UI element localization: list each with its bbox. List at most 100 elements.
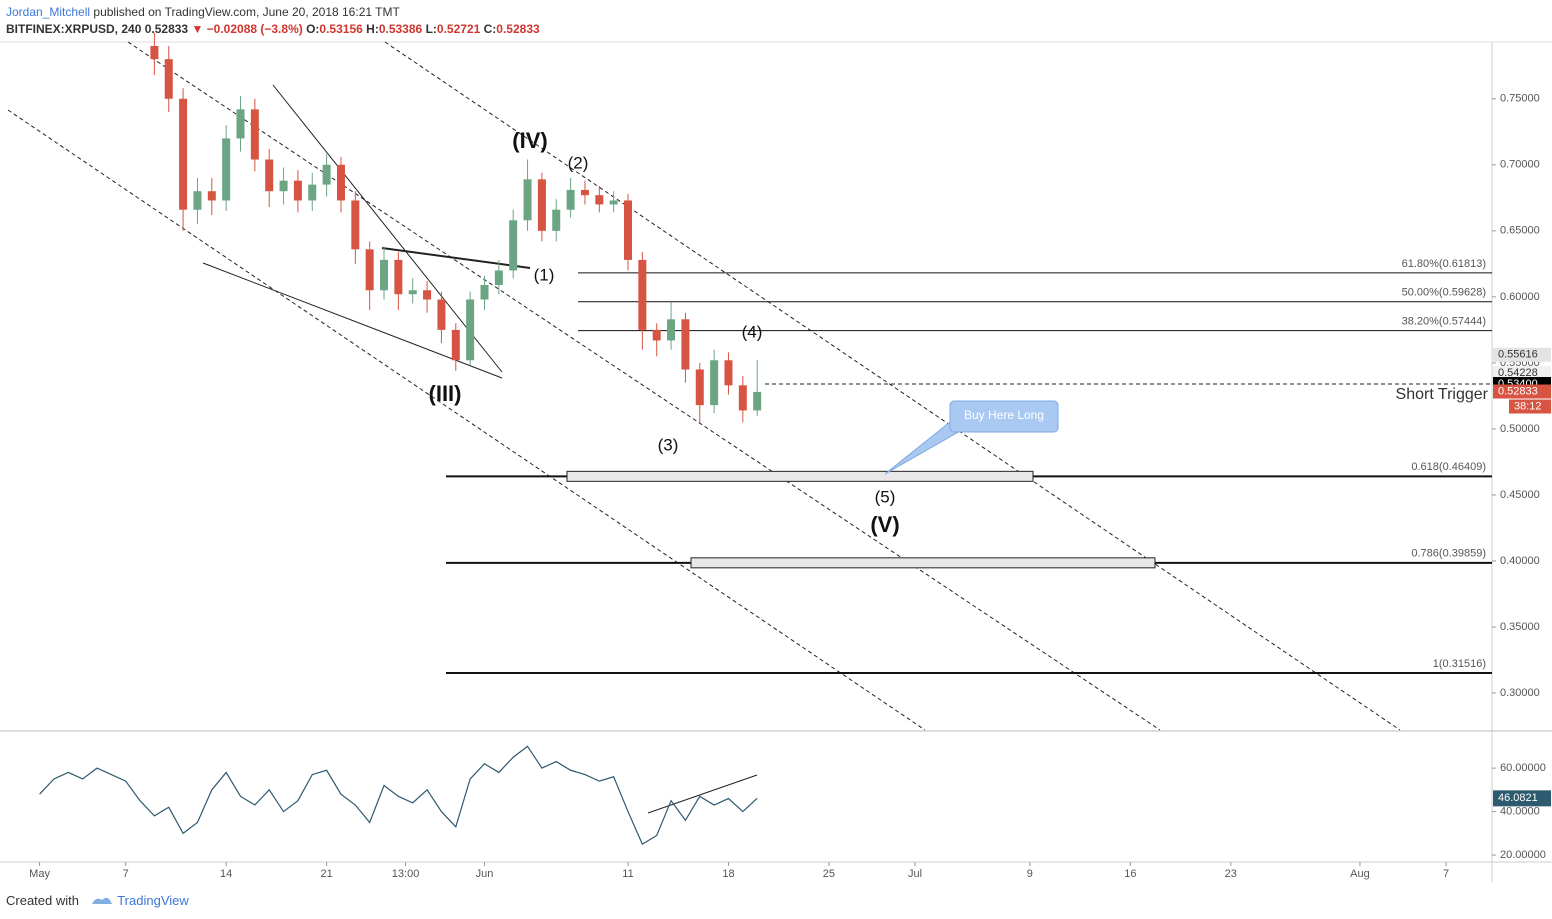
- candle-body: [638, 259, 647, 330]
- wave-label: (2): [568, 153, 589, 172]
- candle-body: [222, 138, 231, 201]
- wave-label: (IV): [512, 128, 547, 153]
- candle-body: [336, 164, 345, 201]
- x-tick-label: 18: [722, 868, 734, 880]
- candle-body: [380, 259, 389, 291]
- candle-body: [293, 180, 302, 201]
- trigger-label: Short Trigger: [1396, 386, 1489, 403]
- candle-body: [537, 179, 546, 231]
- y-tick-label: 0.75000: [1500, 93, 1540, 105]
- wave-label: (4): [742, 322, 763, 341]
- channel-line: [127, 41, 1161, 731]
- y-tick-label: 0.30000: [1500, 687, 1540, 699]
- candle-body: [451, 329, 460, 361]
- wedge-line: [381, 247, 531, 269]
- candle-body: [322, 164, 331, 185]
- wave-label: (5): [875, 487, 896, 506]
- price-badge-label: 0.52833: [1498, 385, 1538, 397]
- ohlc-key: H:: [366, 22, 379, 36]
- x-tick-label: Jun: [476, 868, 494, 880]
- candle-body: [595, 195, 604, 205]
- ohlc-value: 0.52833: [496, 22, 540, 36]
- ohlc-value: 0.53386: [378, 22, 423, 36]
- ohlc-key: L:: [425, 22, 437, 36]
- candle-body: [652, 329, 661, 341]
- price-badge: [1493, 384, 1551, 399]
- y-tick-label: 40.0000: [1500, 805, 1540, 817]
- candle-body: [624, 200, 633, 260]
- candle-body: [265, 159, 274, 192]
- rsi-line: [39, 745, 758, 846]
- candle-body: [150, 45, 159, 60]
- x-tick-label: 25: [823, 868, 835, 880]
- price-badge-label: 0.54228: [1498, 367, 1538, 379]
- rsi-badge: [1493, 790, 1551, 807]
- target-zone: [690, 557, 1156, 569]
- change: ▼ −0.02088 (−3.8%): [191, 22, 303, 36]
- candle-body: [466, 299, 475, 361]
- price-badge-label: 0.55616: [1498, 349, 1538, 361]
- wedge-line: [202, 262, 503, 379]
- y-tick-label: 0.35000: [1500, 621, 1540, 633]
- candle-body: [164, 59, 173, 99]
- y-tick-label: 0.40000: [1500, 555, 1540, 567]
- rsi-last-label: 46.0821: [1498, 792, 1538, 804]
- ohlc-key: C:: [483, 22, 497, 36]
- x-tick-label: 14: [220, 868, 232, 880]
- candle-body: [523, 179, 532, 221]
- x-tick-label: 23: [1225, 868, 1237, 880]
- x-tick-label: 21: [320, 868, 332, 880]
- price-badge: [1493, 366, 1551, 381]
- candle-body: [308, 184, 317, 201]
- y-tick-label: 0.65000: [1500, 225, 1540, 237]
- header: Jordan_Mitchell published on TradingView…: [6, 4, 540, 38]
- x-tick-label: May: [29, 868, 50, 880]
- candle-body: [394, 259, 403, 295]
- fib-label: 61.80%(0.61813): [1402, 258, 1486, 270]
- candle-body: [494, 270, 503, 285]
- wave-label: (V): [870, 512, 899, 537]
- x-tick-label: 13:00: [392, 868, 420, 880]
- logo: [91, 897, 112, 904]
- ohlc-value: 0.52721: [436, 22, 481, 36]
- ohlc-key: O:: [306, 22, 320, 36]
- y-tick-label: 60.00000: [1500, 762, 1546, 774]
- x-tick-label: 9: [1027, 868, 1033, 880]
- candle-body: [179, 98, 188, 210]
- author[interactable]: Jordan_Mitchell: [6, 5, 91, 19]
- axis-bg: [1492, 42, 1552, 884]
- brand[interactable]: TradingView: [117, 893, 189, 908]
- chart: 0.300000.350000.400000.450000.500000.550…: [0, 32, 1552, 884]
- last: 0.52833: [144, 22, 189, 36]
- candle-body: [480, 284, 489, 300]
- y-tick-label: 0.60000: [1500, 291, 1540, 303]
- channel-line: [384, 41, 1401, 731]
- candle-body: [580, 189, 589, 196]
- fib-label: 0.786(0.39859): [1411, 548, 1486, 560]
- candle-body: [193, 191, 202, 210]
- candle-body: [552, 209, 561, 231]
- candle-body: [250, 109, 259, 160]
- x-tick-label: Aug: [1350, 868, 1370, 880]
- countdown: 38:12: [1514, 400, 1542, 412]
- created: Created with: [6, 893, 79, 908]
- candle-body: [408, 290, 417, 295]
- y-tick-label: 20.00000: [1500, 849, 1546, 861]
- x-tick-label: 7: [1443, 868, 1449, 880]
- candle-body: [724, 360, 733, 386]
- published: published on TradingView.com, June 20, 2…: [93, 5, 400, 19]
- target-zone: [566, 470, 1034, 482]
- symbol: BITFINEX:XRPUSD, 240: [6, 22, 142, 36]
- candle-body: [365, 249, 374, 291]
- ohlc-value: 0.53156: [319, 22, 363, 36]
- channel-line: [7, 109, 926, 731]
- x-tick-label: 7: [123, 868, 129, 880]
- callout-box: [949, 400, 1059, 433]
- candle-body: [710, 360, 719, 406]
- callout-text: Buy Here Long: [964, 408, 1044, 422]
- candle-body: [609, 200, 618, 205]
- fib-label: 0.618(0.46409): [1411, 461, 1486, 473]
- price-badge: [1493, 347, 1551, 362]
- ohlc: O:0.53156 H:0.53386 L:0.52721 C:0.52833: [306, 22, 540, 36]
